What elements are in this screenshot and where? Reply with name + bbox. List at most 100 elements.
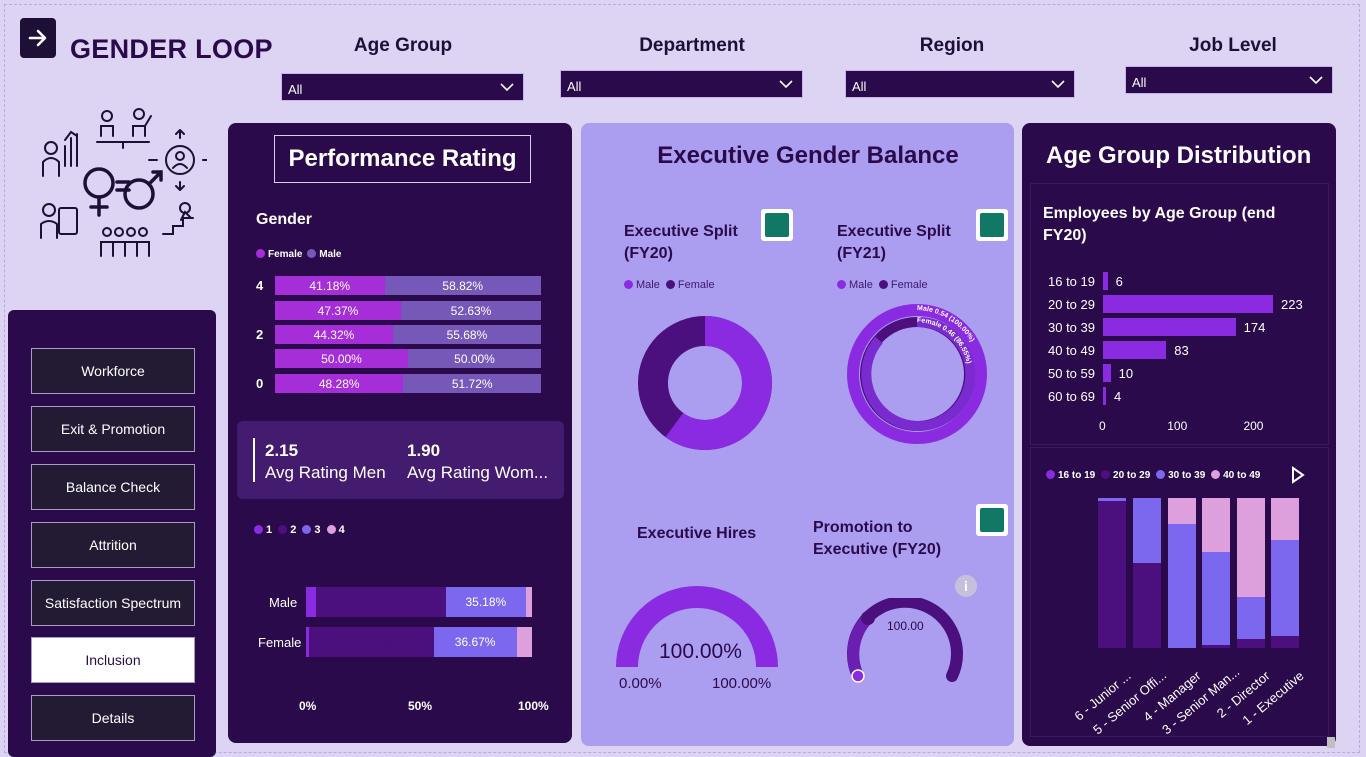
female-legend-label: Female [677,279,715,291]
job-level-segment [1098,498,1126,501]
back-button[interactable] [20,18,56,58]
age-16-19-legend-dot [1046,470,1055,479]
nav-exit-promotion-button[interactable]: Exit & Promotion [31,406,195,452]
exec-split-fy20-title: Executive Split (FY20) [624,223,738,262]
nav-balance-check-button[interactable]: Balance Check [31,464,195,510]
department-dropdown[interactable]: All [560,70,803,98]
promotion-gauge [847,598,963,683]
job-level-chart-card [1030,447,1329,737]
info-icon[interactable]: i [955,575,977,597]
nav-workforce-button[interactable]: Workforce [31,348,195,394]
exec-split-fy20-legend: Male Female [624,279,715,291]
age-group-dropdown[interactable]: All [281,73,524,101]
executive-panel-title: Executive Gender Balance [657,142,959,169]
male-legend-dot [624,280,633,289]
rating1-legend-dot [254,525,263,534]
job-level-segment [1237,639,1265,648]
age-category-label: 50 to 59 [1048,366,1095,381]
person-steps-icon [162,202,194,235]
person-money-icon [40,203,78,239]
age-bar-value: 223 [1281,297,1303,312]
job-level-segment [1168,498,1196,524]
job-level-segment [1133,562,1161,648]
chevron-down-icon [1051,80,1065,89]
male-legend-label: Male [319,249,342,260]
age-axis-tick: 200 [1243,419,1264,433]
age-40-49-legend-label: 40 to 49 [1223,470,1261,481]
female-bar-segment: 50.00% [275,349,408,368]
exec-hires-gauge [616,586,778,668]
job-level-segment [1202,552,1230,645]
promotion-exec-title: Promotion to Executive (FY20) [813,519,942,558]
age-bar-value: 10 [1118,366,1134,381]
age-chart-card [1030,183,1329,445]
region-dropdown[interactable]: All [845,70,1075,98]
age-40-49-legend-dot [1211,470,1221,479]
rating-row-female-label: Female [258,635,302,650]
performance-rating-title: Performance Rating [274,135,531,183]
male-bar-segment: 55.68% [392,325,541,344]
person-growth-icon [42,130,78,177]
job-level-segment [1133,498,1161,563]
nav-details-button[interactable]: Details [31,695,195,741]
male-legend-dot [307,249,317,258]
age-20-29-legend-dot [1101,470,1111,479]
gauge-start-dot [851,669,865,683]
rating-4-segment [525,587,532,617]
report-icon[interactable] [761,209,793,241]
male-slice [638,316,772,450]
rating-2-segment: 55.00% [309,627,434,657]
team-group-icon [100,227,150,257]
age-legend: 16 to 19 20 to 29 30 to 39 40 to 49 [1046,470,1260,481]
male-bar-segment: 50.00% [408,349,541,368]
female-legend-label: Female [890,279,928,291]
report-icon-inner [765,213,789,237]
filter-label-job-level: Job Level [1189,35,1277,56]
job-level-value: All [1132,75,1147,90]
nav-satisfaction-spectrum-button[interactable]: Satisfaction Spectrum [31,580,195,626]
rating1-legend-label: 1 [266,524,273,536]
nav-inclusion-button[interactable]: Inclusion [31,637,195,683]
exec-split-fy21-legend: Male Female [837,279,928,291]
nav-attrition-button[interactable]: Attrition [31,522,195,568]
filter-label-region: Region [919,35,985,56]
exec-split-fy20-donut [638,316,772,450]
age-bar [1103,318,1236,336]
female-bar-segment: 48.28% [275,374,404,393]
chevron-down-icon [500,83,514,92]
filter-label-age-group: Age Group [353,35,453,56]
male-legend-label: Male [849,279,873,291]
report-icon-inner [980,508,1004,532]
y-tick-0: 0 [256,376,264,391]
male-bar-segment: 58.82% [384,276,541,295]
resize-handle[interactable] [1327,737,1335,748]
rating-3-segment: 35.18% [446,587,526,617]
avg-rating-card: 2.15 Avg Rating Men 1.90 Avg Rating Wom.… [237,421,564,499]
gender-equality-illustration [40,108,207,257]
job-level-segment [1202,645,1230,648]
job-level-segment [1237,597,1265,639]
rating-4-segment [516,627,532,657]
department-value: All [567,79,582,94]
age-category-label: 60 to 69 [1048,389,1095,404]
avg-rating-men-label: Avg Rating Men [265,463,386,482]
kpi-divider [253,438,255,482]
age-bar [1103,341,1167,359]
age-category-label: 16 to 19 [1048,274,1095,289]
job-level-segment [1202,498,1230,552]
legend-next-icon[interactable] [1291,466,1305,484]
exec-hires-title: Executive Hires [637,525,757,542]
male-ring [847,304,987,444]
job-level-dropdown[interactable]: All [1125,66,1333,94]
podium-people-icon [96,108,152,149]
job-level-segment [1237,498,1265,597]
report-icon[interactable] [976,504,1008,536]
age-bar-value: 83 [1174,343,1189,358]
female-legend-dot [256,249,265,258]
age-bar-value: 6 [1115,274,1123,289]
age-20-29-legend-label: 20 to 29 [1113,470,1151,481]
age-bar [1103,272,1108,290]
male-legend-dot [837,280,846,289]
filter-label-department: Department [639,35,745,56]
report-icon[interactable] [976,209,1008,241]
